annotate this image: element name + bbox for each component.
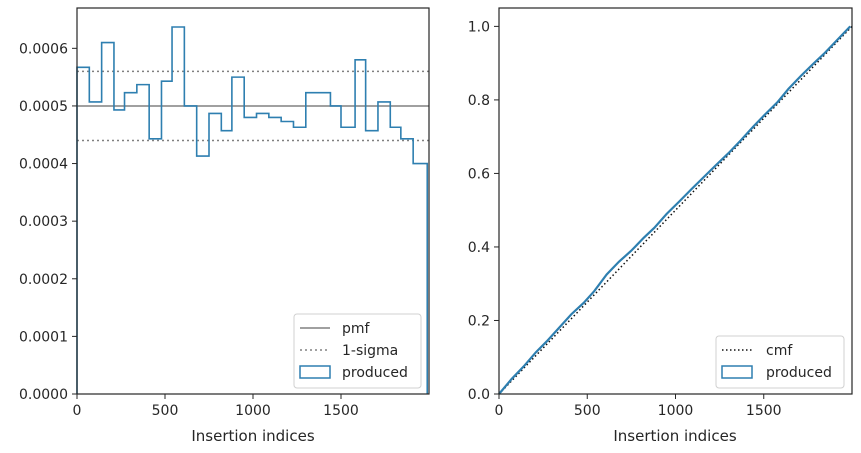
y-tick-label: 0.2 bbox=[468, 313, 490, 329]
y-tick-label: 0.8 bbox=[468, 93, 490, 109]
x-tick-label: 0 bbox=[73, 403, 82, 419]
y-tick-label: 0.0006 bbox=[19, 41, 68, 57]
y-tick-label: 0.0004 bbox=[19, 157, 68, 173]
legend-box bbox=[715, 335, 845, 389]
legend-sigma-label: 1-sigma bbox=[342, 343, 398, 359]
cmf-chart: 0.0 0.2 0.4 0.6 0.8 1.0 0 500 1000 1500 Insertio… bbox=[468, 7, 853, 445]
x-tick-label: 1500 bbox=[323, 403, 359, 419]
legend-cmf-label: cmf bbox=[766, 343, 793, 359]
legend-box bbox=[293, 313, 422, 389]
y-tick-label: 0.0002 bbox=[19, 272, 68, 288]
legend-produced-label: produced bbox=[342, 365, 408, 381]
x-tick-label: 0 bbox=[495, 403, 504, 419]
y-tick-label: 0.0 bbox=[468, 387, 490, 403]
x-tick-label: 500 bbox=[574, 403, 601, 419]
legend-produced-swatch bbox=[721, 365, 753, 379]
legend-produced-label: produced bbox=[766, 365, 832, 381]
legend: pmf 1-sigma produced bbox=[293, 313, 422, 389]
x-axis-label: Insertion indices bbox=[191, 427, 314, 445]
produced-histogram bbox=[76, 26, 429, 394]
x-tick-label: 500 bbox=[152, 403, 179, 419]
x-tick-label: 1000 bbox=[658, 403, 694, 419]
y-tick-label: 1.0 bbox=[468, 19, 490, 35]
legend-produced-swatch bbox=[299, 365, 331, 379]
produced-line bbox=[498, 25, 852, 395]
pmf-chart: 0.0000 0.0001 0.0002 0.0003 0.0004 0.0005 0.00… bbox=[19, 7, 430, 445]
y-tick-label: 0.0005 bbox=[19, 99, 68, 115]
cmf-line bbox=[498, 25, 853, 395]
y-tick-label: 0.6 bbox=[468, 166, 490, 182]
y-tick-label: 0.0001 bbox=[19, 329, 68, 345]
y-tick-label: 0.0000 bbox=[19, 387, 68, 403]
legend-pmf-label: pmf bbox=[342, 321, 371, 337]
x-tick-label: 1000 bbox=[235, 403, 271, 419]
y-tick-label: 0.0003 bbox=[19, 214, 68, 230]
y-tick-label: 0.4 bbox=[468, 240, 490, 256]
legend: cmf produced bbox=[715, 335, 845, 389]
x-tick-label: 1500 bbox=[746, 403, 782, 419]
x-axis-label: Insertion indices bbox=[613, 427, 736, 445]
